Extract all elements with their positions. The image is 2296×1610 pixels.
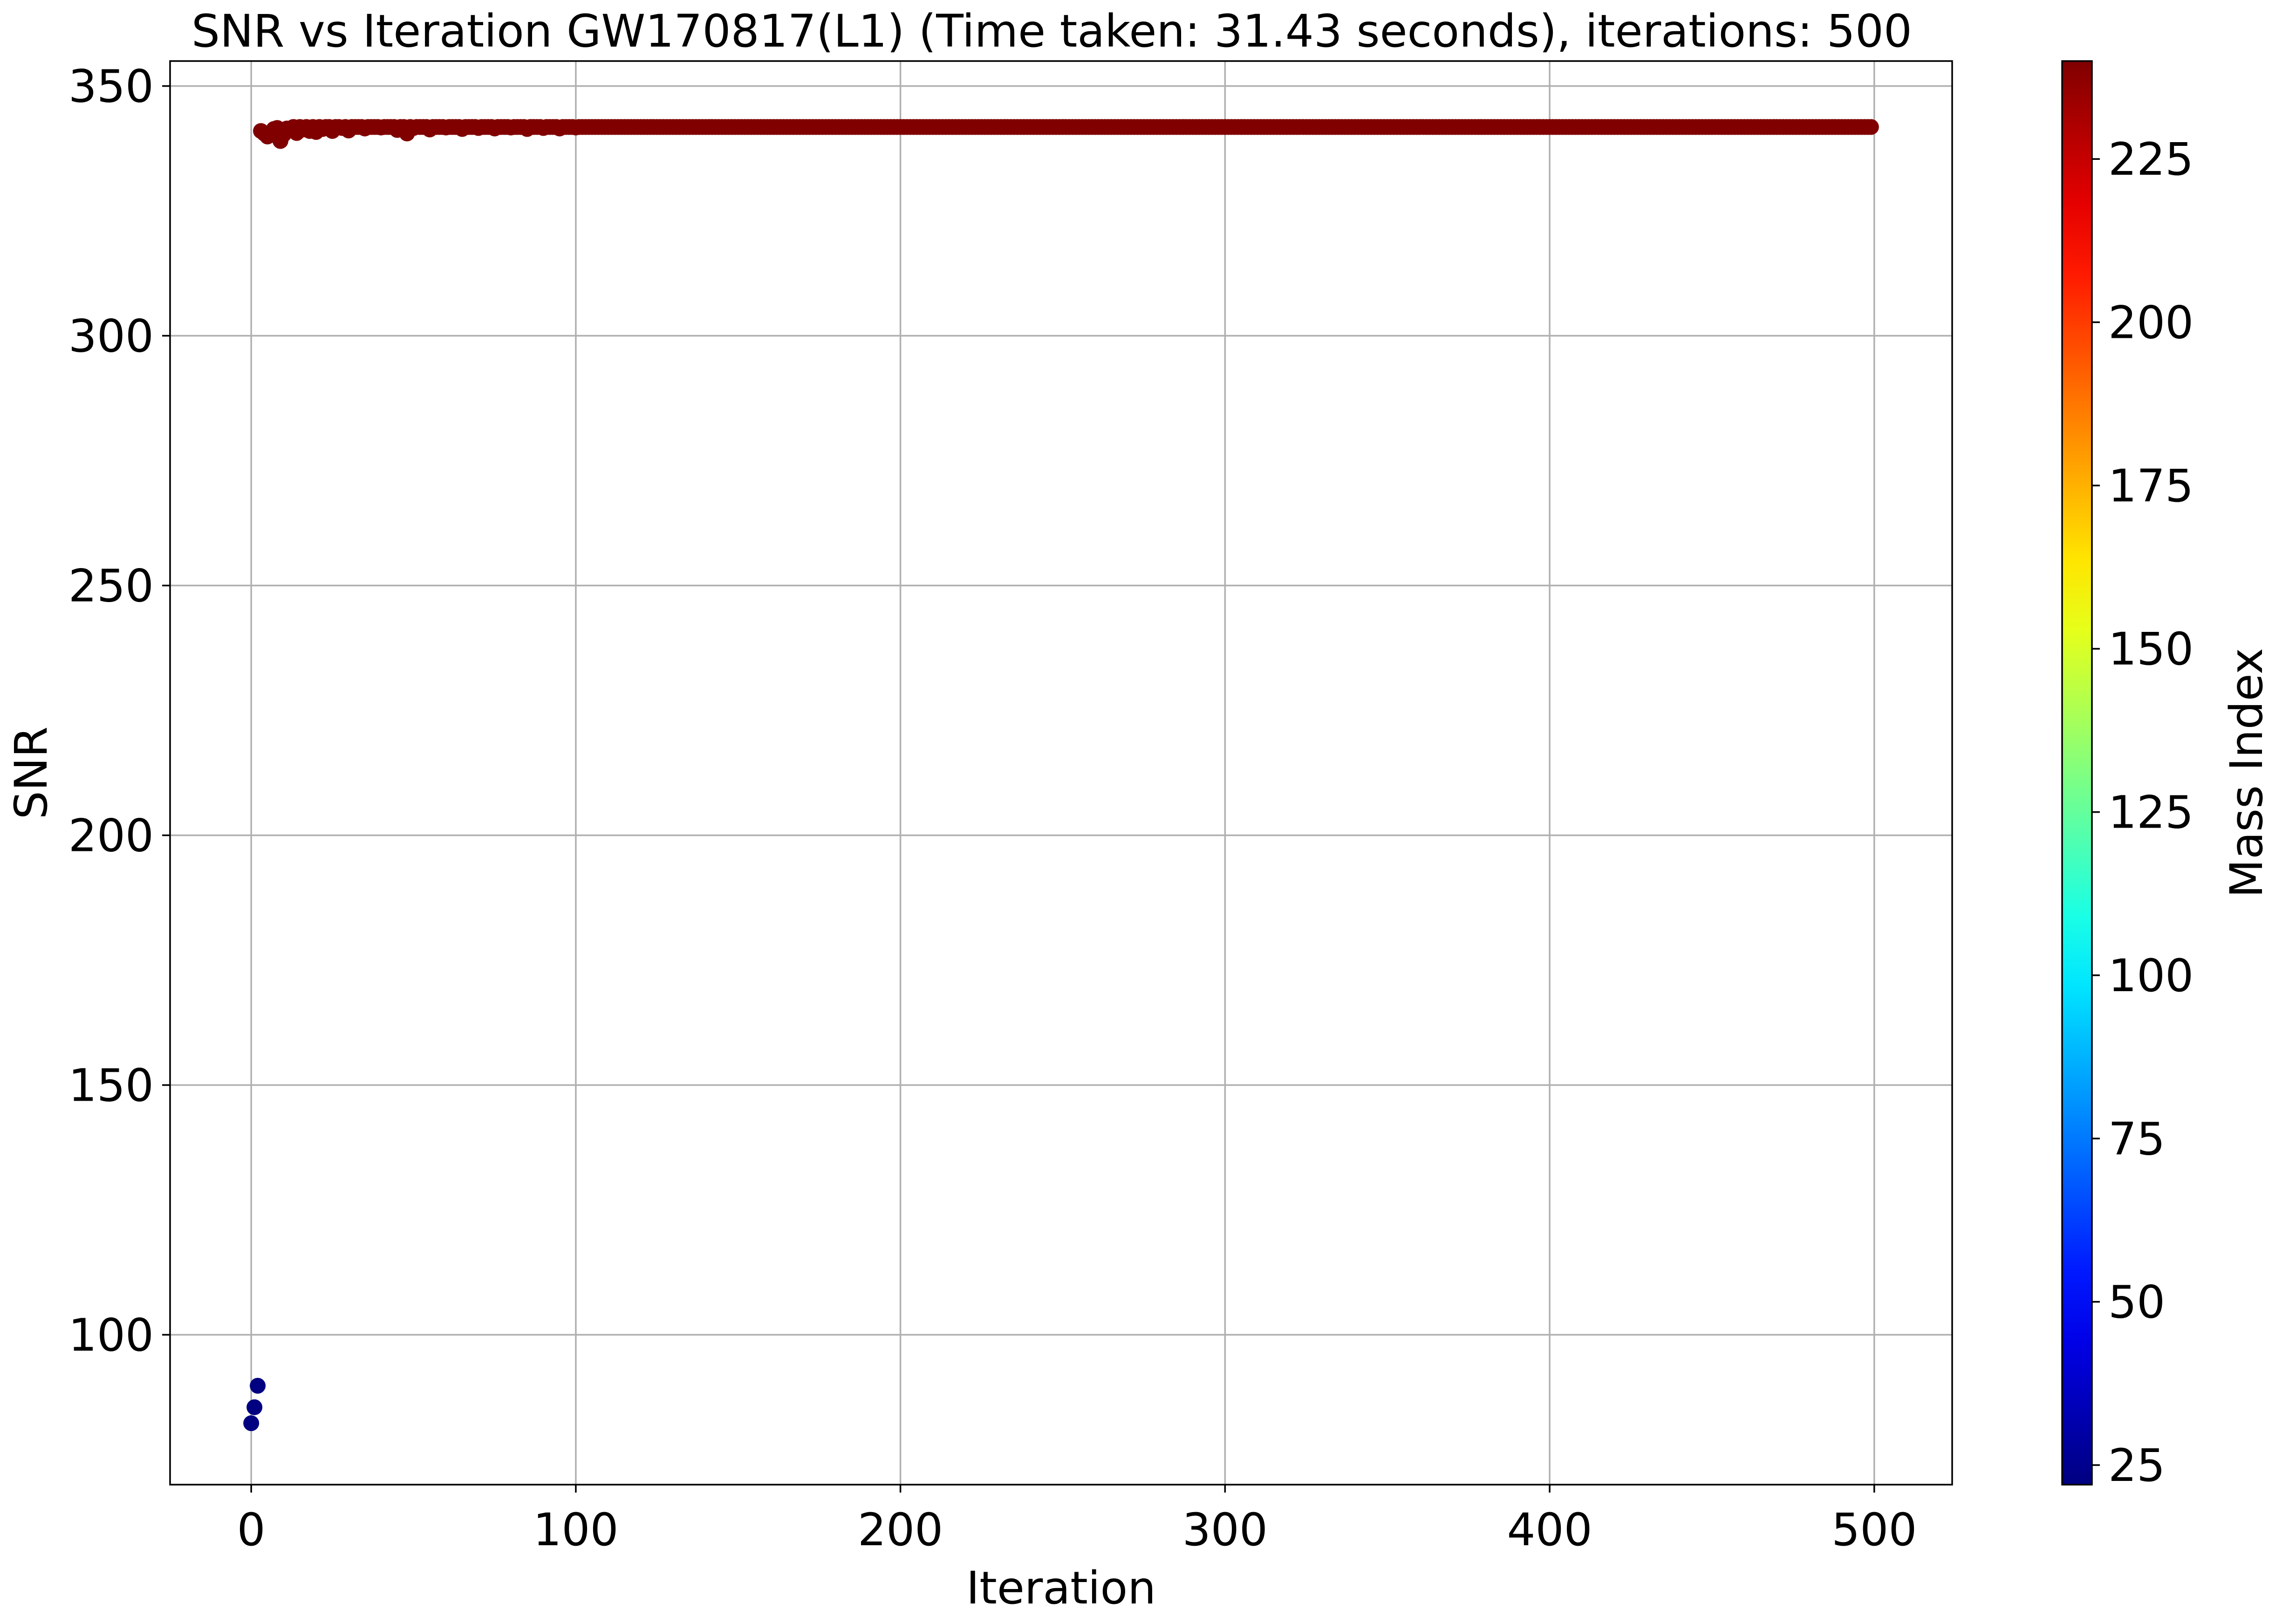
x-tick-label: 100 [533, 1504, 618, 1556]
x-tick-label: 400 [1507, 1504, 1592, 1556]
scatter-point [1863, 119, 1879, 135]
scatter-point [243, 1415, 260, 1432]
plot-frame [169, 60, 1953, 1486]
colorbar-tick-label: 50 [2108, 1276, 2165, 1329]
colorbar-ticks: 25 50 75 100 125 150 175 200 225 [2092, 133, 2194, 1492]
y-tick-label: 250 [68, 560, 154, 612]
colorbar-tick-label: 200 [2108, 297, 2194, 349]
x-tick-label: 300 [1182, 1504, 1268, 1556]
grid-lines [170, 61, 1952, 1485]
x-tick-label: 500 [1831, 1504, 1917, 1556]
colorbar [2061, 60, 2093, 1486]
chart-title: SNR vs Iteration GW170817(L1) (Time take… [191, 5, 1912, 57]
colorbar-tick-label: 175 [2108, 460, 2194, 512]
axis-ticks: 0 100 200 300 400 500 100 150 200 250 300 350 [68, 61, 1917, 1556]
x-tick-label: 0 [237, 1504, 266, 1556]
scatter-point [250, 1377, 266, 1394]
colorbar-tick-label: 150 [2108, 623, 2194, 675]
scatter-points [243, 119, 1879, 1432]
y-tick-label: 100 [68, 1309, 154, 1361]
y-axis-label: SNR [5, 726, 57, 819]
x-tick-label: 200 [858, 1504, 943, 1556]
y-tick-label: 150 [68, 1059, 154, 1111]
colorbar-tick-label: 75 [2108, 1113, 2165, 1165]
colorbar-tick-label: 25 [2108, 1439, 2165, 1492]
colorbar-label: Mass Index [2221, 648, 2273, 897]
y-tick-label: 200 [68, 809, 154, 862]
y-tick-label: 300 [68, 310, 154, 363]
colorbar-tick-label: 125 [2108, 787, 2194, 839]
colorbar-tick-label: 100 [2108, 950, 2194, 1002]
y-tick-label: 350 [68, 61, 154, 113]
colorbar-tick-label: 225 [2108, 133, 2194, 185]
scatter-point [246, 1399, 263, 1415]
x-axis-label: Iteration [966, 1562, 1156, 1610]
